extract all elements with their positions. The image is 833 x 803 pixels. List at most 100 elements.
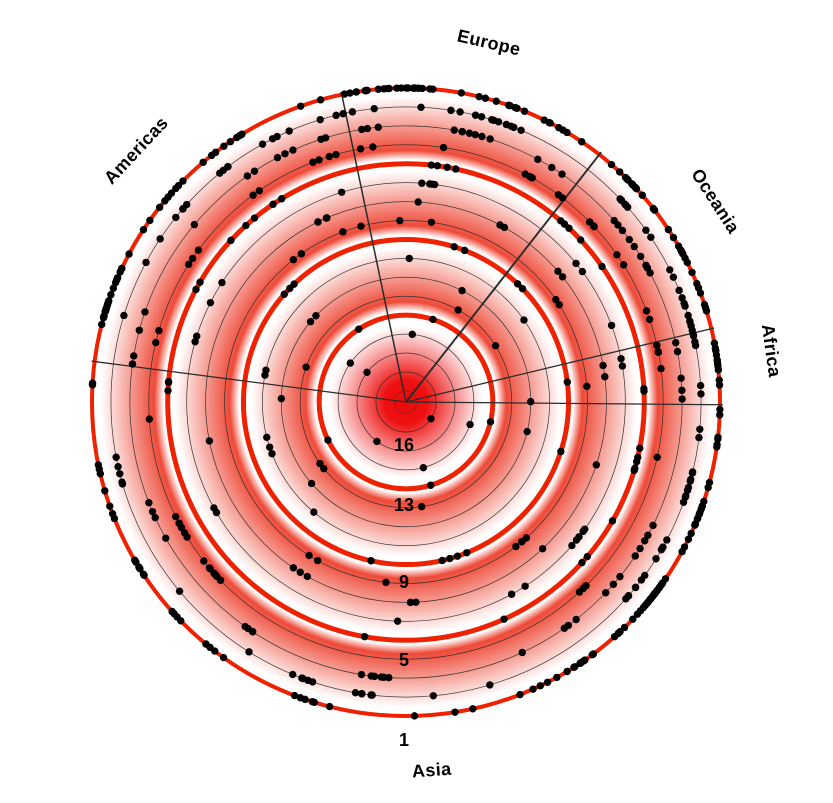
data-dot-americas-ring4	[325, 152, 334, 161]
data-dot-americas-ring1	[211, 148, 220, 157]
data-dot-europe-ring5	[433, 162, 442, 170]
data-dot-europe-ring1	[520, 107, 529, 115]
data-dot-asia-ring2	[695, 433, 703, 442]
data-dot-asia-ring3	[616, 572, 624, 581]
data-dot-asia-ring7	[205, 437, 214, 445]
ring-highlight-5	[165, 161, 647, 643]
ring-value-label-1: 1	[399, 730, 409, 750]
data-dot-europe-ring2	[471, 111, 480, 119]
data-dot-americas-ring2	[316, 115, 324, 124]
data-dot-europe-ring7	[500, 223, 509, 232]
data-dot-oceania-ring2	[680, 299, 688, 308]
sector-boundary-line	[340, 91, 407, 403]
data-dot-europe-ring2	[348, 108, 357, 116]
data-dot-americas-ring7	[322, 214, 331, 222]
data-dot-europe-ring1	[457, 89, 466, 97]
data-dot-asia-ring13	[426, 481, 435, 489]
data-dot-asia-ring1	[553, 673, 561, 682]
data-dot-oceania-ring6	[572, 259, 580, 268]
data-dot-africa-ring1	[714, 366, 723, 374]
data-dot-asia-ring1	[131, 556, 139, 564]
data-dot-asia-ring1	[101, 487, 109, 495]
data-dot-oceania-ring3	[625, 235, 633, 244]
data-dot-asia-ring10	[268, 450, 276, 458]
data-dot-asia-ring9	[453, 552, 462, 560]
data-dot-asia-ring2	[245, 648, 253, 656]
data-dot-oceania-ring9	[513, 280, 522, 288]
data-dot-asia-ring9	[367, 557, 375, 565]
data-dot-asia-ring11	[307, 479, 316, 488]
data-dot-americas-ring2	[142, 258, 150, 267]
data-dot-oceania-ring1	[664, 225, 673, 234]
data-dot-asia-ring4	[172, 512, 180, 521]
ring-value-label-13: 13	[394, 495, 414, 515]
data-dot-asia-ring1	[698, 502, 706, 510]
data-dot-asia-ring3	[641, 537, 649, 545]
data-dot-asia-ring2	[175, 587, 184, 595]
data-dot-asia-ring1	[206, 643, 214, 652]
data-dot-europe-ring2	[447, 106, 455, 115]
data-dot-asia-ring1	[106, 502, 114, 510]
data-dot-oceania-ring5	[598, 262, 606, 271]
data-dot-europe-ring4	[521, 170, 529, 178]
data-dot-americas-ring2	[224, 162, 232, 171]
data-dot-asia-ring1	[570, 663, 578, 671]
data-dot-oceania-ring3	[614, 221, 622, 229]
data-dot-africa-ring2	[697, 390, 705, 398]
data-dot-europe-ring1	[362, 86, 370, 95]
data-dot-asia-ring15	[373, 437, 381, 446]
data-dot-europe-ring1	[481, 94, 490, 102]
data-dot-americas-ring3	[281, 150, 289, 158]
data-dot-americas-ring3	[289, 146, 297, 154]
data-dot-oceania-ring1	[638, 191, 647, 199]
data-dot-europe-ring1	[393, 84, 401, 92]
data-dot-europe-ring1	[411, 84, 419, 92]
data-dot-americas-ring1	[118, 264, 126, 273]
data-dot-asia-ring7	[406, 598, 415, 607]
data-dot-americas-ring3	[321, 134, 330, 142]
data-dot-asia-ring1	[695, 510, 703, 518]
sector-label-americas: Americas	[100, 113, 172, 188]
data-dot-americas-ring1	[98, 320, 106, 329]
sector-boundary-line	[405, 401, 723, 406]
data-dot-oceania-ring8	[552, 295, 560, 304]
data-dot-asia-ring1	[684, 535, 693, 543]
data-dot-europe-ring3	[363, 124, 372, 133]
data-dot-asia-ring1	[581, 656, 589, 664]
data-dot-africa-ring7	[599, 361, 607, 370]
data-dot-oceania-ring3	[618, 226, 627, 235]
data-dot-asia-ring4	[175, 519, 183, 527]
data-dot-oceania-ring1	[669, 233, 678, 242]
data-dot-africa-ring5	[640, 384, 648, 393]
data-dot-americas-ring3	[190, 220, 199, 229]
data-dot-europe-ring1	[346, 89, 354, 97]
data-dot-americas-ring4	[249, 191, 257, 199]
data-dot-americas-ring3	[141, 308, 149, 316]
data-dot-europe-ring3	[374, 123, 382, 131]
data-dot-asia-ring13	[324, 436, 332, 444]
data-dot-oceania-ring1	[679, 250, 687, 258]
data-dot-asia-ring5	[500, 615, 508, 623]
data-dot-asia-ring3	[367, 672, 375, 680]
data-dot-asia-ring7	[538, 544, 547, 553]
data-dot-europe-ring13	[429, 315, 437, 324]
data-dot-asia-ring1	[290, 691, 299, 700]
data-dot-americas-ring5	[242, 221, 250, 230]
data-dot-americas-ring2	[120, 311, 128, 320]
data-dot-asia-ring1	[543, 678, 552, 686]
data-dot-europe-ring2	[456, 108, 464, 116]
data-dot-americas-ring3	[250, 167, 259, 175]
data-dot-asia-ring1	[629, 615, 637, 623]
data-dot-asia-ring7	[296, 568, 304, 576]
data-dot-europe-ring4	[558, 194, 567, 202]
data-dot-americas-ring4	[315, 156, 323, 164]
data-dot-asia-ring1	[678, 547, 686, 556]
data-dot-oceania-ring4	[619, 261, 628, 269]
data-dot-europe-ring5	[452, 165, 460, 173]
data-dot-asia-ring5	[578, 558, 586, 567]
data-dot-americas-ring5	[250, 214, 259, 222]
data-dot-europe-ring2	[417, 103, 425, 112]
data-dot-africa-ring1	[712, 351, 721, 359]
